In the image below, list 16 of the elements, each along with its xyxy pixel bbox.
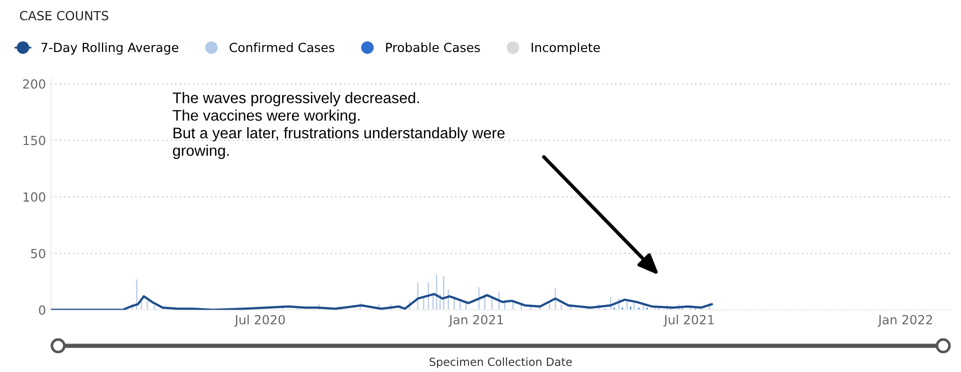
chart-title: CASE COUNTS [20, 10, 108, 20]
y-tick-label: 100 [24, 192, 46, 202]
legend-label: Probable Cases [386, 42, 480, 52]
x-tick-label: Jan 2022 [878, 314, 932, 327]
y-tick-label: 200 [23, 79, 46, 89]
legend-label: Incomplete [532, 42, 600, 55]
x-axis-title: Specimen Collection Date [430, 357, 572, 368]
annotation: The waves progressively decreased. The vaccines were working. But a year later, frustrations understandably were growing. [172, 92, 505, 159]
y-tick-label: 150 [24, 136, 46, 146]
y-tick-label: 50 [31, 248, 46, 258]
y-tick-label: 0 [38, 305, 46, 315]
legend-label: Confirmed Cases [230, 42, 334, 52]
x-tick-label: Jul 2020 [234, 314, 285, 327]
legend-label: 7-Day Rolling Average [41, 42, 178, 55]
x-tick-label: Jan 2021 [448, 314, 503, 327]
x-tick-label: Jul 2021 [663, 314, 714, 327]
